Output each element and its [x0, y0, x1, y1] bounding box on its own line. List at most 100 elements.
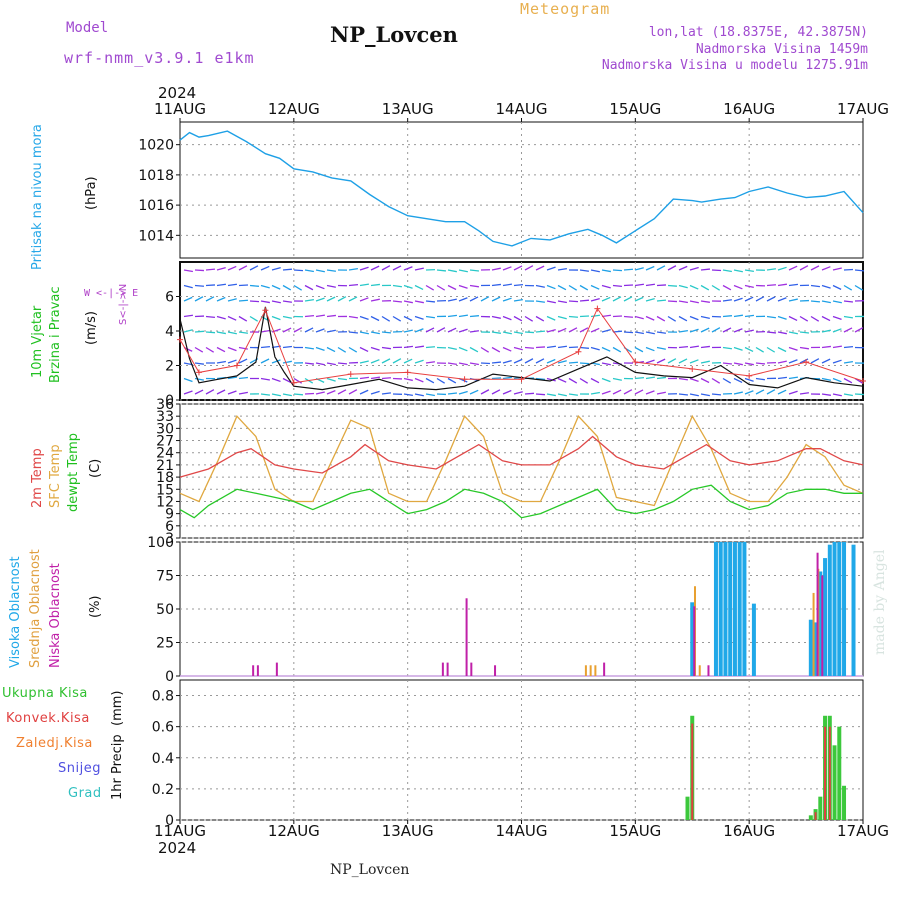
wind-arrow [425, 346, 436, 349]
cloud-bar-low [693, 606, 696, 676]
wind-arrow [282, 327, 292, 333]
wind-arrow [216, 389, 226, 395]
wind-arrow [260, 265, 270, 271]
wind-arrow [568, 393, 579, 396]
model-altitude-text: Nadmorska Visina u modelu 1275.91m [601, 58, 868, 73]
wind-arrow [832, 377, 842, 383]
wind-arrow [447, 298, 457, 302]
precip-y-tick-label: 0 [165, 813, 174, 829]
wind-arrow [403, 329, 413, 333]
meteogram-label: Meteogram [520, 0, 611, 18]
wind-arrow [656, 315, 666, 322]
cloud-bar-high [842, 542, 847, 676]
wind-arrow [447, 377, 457, 384]
wind-arrow [821, 329, 831, 333]
wind-arrow [282, 345, 293, 349]
wind-arrow [689, 359, 699, 364]
page-title: NP_Lovcen [330, 22, 458, 47]
wind-arrow [183, 329, 193, 333]
x-tick-label-bottom: 13AUG [382, 822, 434, 840]
wind-arrow [480, 362, 491, 365]
wind-arrow [601, 329, 611, 333]
wind-arrow [513, 299, 523, 302]
precip-bar-conv [824, 726, 827, 820]
wind-arrow [513, 331, 523, 335]
wind-arrow [788, 346, 798, 351]
wind-arrow [744, 269, 754, 272]
wind-arrow [821, 345, 832, 349]
temp-y-tick-label: 27 [156, 434, 174, 450]
cloud-y-tick-label: 75 [156, 569, 174, 585]
wind-arrow [634, 389, 644, 395]
wind-arrow [832, 267, 842, 271]
wind-arrow [513, 358, 523, 364]
x-tick-label-top: 12AUG [268, 100, 320, 118]
wind-arrow [689, 345, 699, 349]
wind-arrow [711, 327, 721, 333]
wind-arrow [799, 315, 809, 322]
wind-arrow [271, 393, 281, 397]
wind-arrow [238, 315, 248, 322]
wind-arrow [623, 268, 634, 271]
wind-arrow [821, 300, 831, 304]
wind-arrow [678, 393, 689, 396]
wind-arrow [590, 327, 600, 333]
wind-arrow [788, 315, 798, 322]
wind-arrow [733, 314, 743, 318]
wind-arrow [304, 284, 314, 291]
wind-arrow [689, 284, 699, 290]
cloud-bar-high [737, 542, 742, 676]
wind-arrow [381, 358, 391, 364]
wind-arrow [502, 283, 512, 287]
wind-gust-marker [195, 369, 202, 376]
wind-arrow [711, 393, 722, 396]
wind-arrow [392, 315, 402, 322]
wind-arrow [777, 283, 787, 287]
cloud-bar-low [465, 598, 468, 676]
wind-arrow [700, 377, 710, 384]
wind-arrow [458, 362, 468, 366]
wind-arrow [238, 265, 248, 271]
wind-arrow [524, 346, 535, 349]
wind-arrow [337, 362, 348, 365]
wind-arrow [700, 284, 710, 291]
wind-arrow [491, 283, 502, 287]
cloud-bar-low [441, 662, 444, 676]
wind-arrow [744, 284, 754, 289]
wind-arrow [524, 331, 535, 334]
wind-arrow [744, 329, 754, 333]
wind-arrow [634, 315, 644, 320]
wind-arrow [678, 330, 688, 333]
wind-arrow [799, 346, 809, 350]
wind-arrow [238, 299, 249, 302]
wind-arrow [513, 283, 524, 287]
wind-arrow [744, 296, 754, 302]
wind-arrow [480, 346, 490, 353]
wind-arrow [645, 331, 655, 335]
wind-arrow [513, 315, 523, 322]
precip-bar-total [832, 745, 837, 820]
precip-y-tick-label: 0.6 [152, 720, 174, 736]
wind-arrow [777, 266, 787, 271]
wind-arrow [535, 265, 545, 271]
wind-arrow [777, 331, 787, 335]
cloud-y-tick-label: 100 [147, 535, 174, 551]
wind-arrow [205, 268, 216, 271]
wind-arrow [194, 284, 205, 287]
wind-arrow [436, 377, 446, 384]
wind-arrow [645, 297, 655, 302]
wind-arrow [546, 393, 556, 397]
wind-arrow [766, 284, 777, 287]
wind-arrow [546, 328, 556, 333]
wind-arrow [370, 298, 380, 302]
wind-arrow [590, 269, 600, 273]
wind-arrow [678, 315, 688, 322]
wind-arrow [249, 315, 259, 322]
wind-gust-marker [575, 348, 582, 355]
wind-arrow [403, 266, 413, 271]
cloud-bar-high [823, 558, 828, 676]
x-tick-label-top: 16AUG [723, 100, 775, 118]
wind-arrow [370, 346, 380, 351]
wind-arrow [315, 314, 325, 318]
wind-arrow [766, 346, 776, 353]
